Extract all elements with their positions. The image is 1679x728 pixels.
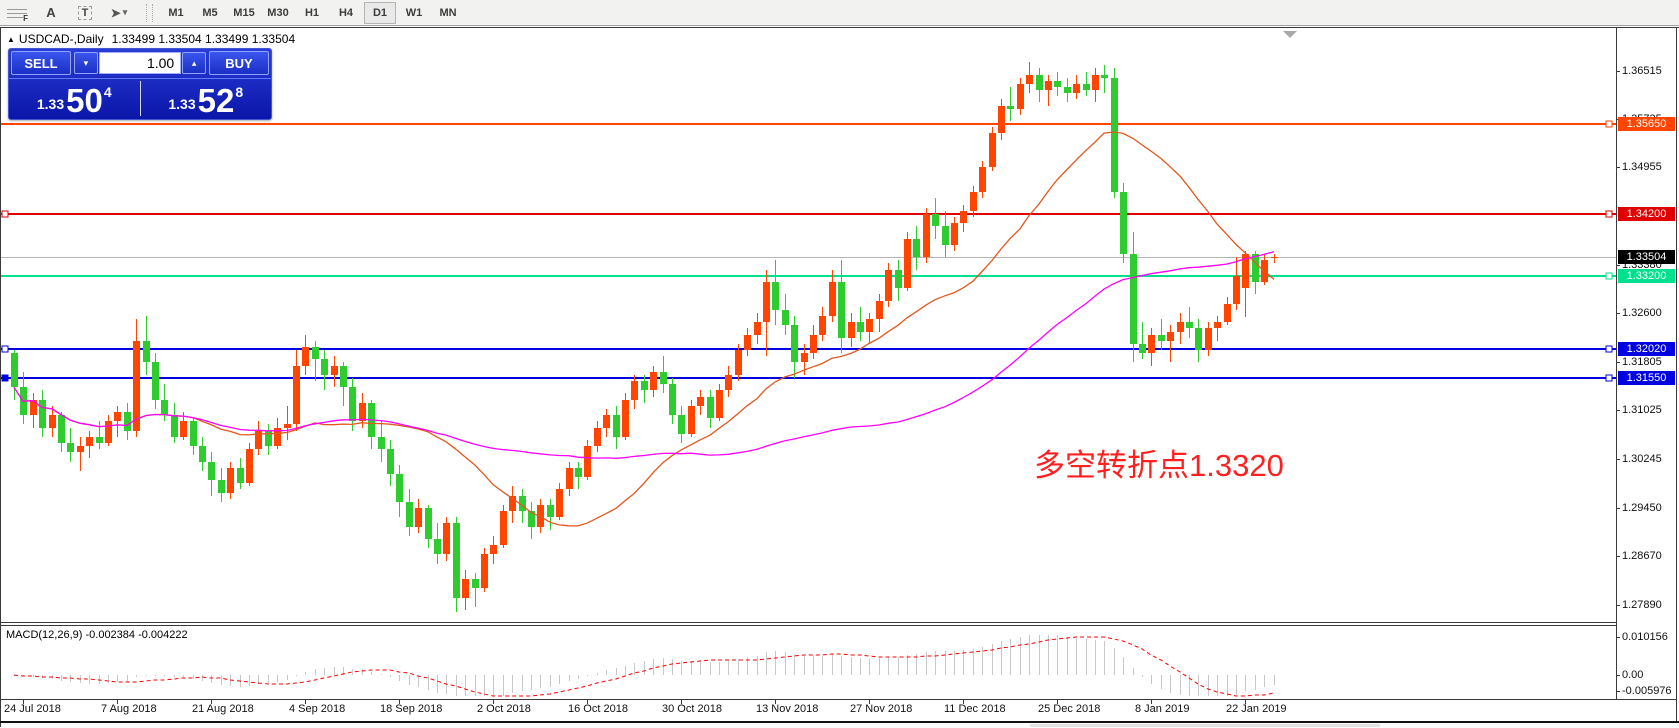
line-handle[interactable] (1605, 374, 1613, 382)
ohlc-readout: 1.33499 1.33504 1.33499 1.33504 (111, 32, 296, 46)
level-price-label[interactable]: 1.35650 (1618, 117, 1675, 131)
timeframe-button-H1[interactable]: H1 (304, 6, 320, 19)
chart-frame-top (0, 27, 1679, 28)
price-level-line[interactable] (1, 213, 1616, 215)
fibonacci-tool-button[interactable]: F (1, 2, 33, 24)
spinner-up-icon: ▴ (191, 57, 197, 68)
line-handle[interactable] (1605, 345, 1613, 353)
price-level-line[interactable] (1, 377, 1616, 379)
timeframe-button-MN[interactable]: MN (439, 6, 457, 19)
level-price-label[interactable]: 1.31550 (1618, 371, 1675, 385)
divider (0, 25, 1679, 26)
chart-text-annotation[interactable]: 多空转折点1.3320 (1034, 448, 1284, 483)
timeframe-button-D1[interactable]: D1 (364, 1, 396, 24)
price-tick-label: 1.31805 (1622, 356, 1662, 368)
current-price-label: 1.33504 (1618, 250, 1675, 264)
macd-signal-value: -0.004222 (138, 629, 188, 641)
macd-tick-label: 0.010156 (1622, 631, 1668, 643)
ask-price: 1.33 52 8 (168, 82, 244, 119)
volume-increase-button[interactable]: ▴ (182, 52, 206, 74)
macd-indicator-label: MACD(12,26,9) -0.002384 -0.004222 (6, 629, 188, 641)
timeframe-button-M1[interactable]: M1 (168, 6, 184, 19)
timeframe-group: M1 M5 M15 M30 H1 H4 D1 W1 MN (159, 1, 465, 24)
price-tick-label: 1.34955 (1622, 161, 1662, 173)
price-tick-label: 1.31025 (1622, 404, 1662, 416)
price-level-line[interactable] (1, 348, 1616, 350)
ma-slow-line (13, 251, 1275, 459)
macd-tick-label: -0.005976 (1622, 685, 1672, 697)
date-tick-label: 18 Sep 2018 (380, 703, 443, 715)
one-click-trade-panel: SELL ▾ 1.00 ▴ BUY 1.33 50 4 1.33 52 8 (8, 48, 272, 120)
candles-layer (11, 62, 1278, 612)
symbol-period-label: USDCAD-,Daily (18, 32, 104, 46)
line-handle[interactable] (1605, 210, 1613, 218)
date-tick-label: 24 Jul 2018 (4, 703, 61, 715)
horizontal-scrollbar[interactable] (1030, 724, 1380, 727)
bid-ask-divider (139, 81, 141, 116)
date-tick-label: 2 Oct 2018 (477, 703, 531, 715)
chart-title: ▲ USDCAD-,Daily 1.33499 1.33504 1.33499 1.… (7, 32, 295, 46)
label-tool-button[interactable]: T (69, 2, 101, 24)
macd-main-value: -0.002384 (85, 629, 136, 641)
line-handle[interactable] (1, 374, 9, 382)
collapse-triangle-icon[interactable]: ▲ (7, 35, 15, 44)
date-tick-label: 13 Nov 2018 (756, 703, 819, 715)
buy-button[interactable]: BUY (209, 51, 269, 75)
level-price-label[interactable]: 1.33200 (1618, 269, 1675, 283)
price-level-line[interactable] (1, 123, 1616, 125)
date-tick-label: 22 Jan 2019 (1226, 703, 1287, 715)
timeframe-button-M5[interactable]: M5 (202, 6, 218, 19)
price-tick-label: 1.28670 (1622, 550, 1662, 562)
price-tick-label: 1.29450 (1622, 502, 1662, 514)
text-a-icon: A (46, 5, 56, 20)
arrow-tool-icon: ➤ (110, 5, 121, 20)
volume-input[interactable]: 1.00 (98, 52, 182, 74)
line-handle[interactable] (1605, 272, 1613, 280)
timeframe-button-H4[interactable]: H4 (338, 6, 354, 19)
sell-button[interactable]: SELL (11, 51, 71, 75)
text-label-icon: T (77, 5, 93, 20)
macd-signal-line (13, 636, 1275, 697)
level-price-label[interactable]: 1.32020 (1618, 342, 1675, 356)
timeframe-button-W1[interactable]: W1 (405, 6, 423, 19)
macd-tick-label: 0.00 (1622, 669, 1644, 681)
date-tick-label: 8 Jan 2019 (1135, 703, 1190, 715)
date-tick-label: 7 Aug 2018 (101, 703, 157, 715)
bottom-strip (0, 723, 1679, 728)
text-tool-button[interactable]: A (35, 2, 67, 24)
shift-marker-icon (1283, 31, 1297, 38)
date-tick-label: 4 Sep 2018 (289, 703, 346, 715)
current-price-line (1, 257, 1616, 258)
volume-decrease-button[interactable]: ▾ (74, 52, 98, 74)
line-handle[interactable] (1, 345, 9, 353)
bid-price: 1.33 50 4 (36, 82, 112, 119)
arrows-tool-button[interactable]: ➤ ▾ (103, 2, 135, 24)
line-handle[interactable] (1605, 120, 1613, 128)
price-tick-label: 1.36515 (1622, 65, 1662, 77)
price-level-line[interactable] (1, 275, 1616, 277)
price-tick-label: 1.32600 (1622, 307, 1662, 319)
toolbar-grip (146, 3, 153, 22)
spinner-down-icon: ▾ (83, 57, 89, 68)
ma-fast-line (13, 131, 1275, 527)
price-tick-label: 1.30245 (1622, 453, 1662, 465)
date-tick-label: 27 Nov 2018 (850, 703, 913, 715)
timeframe-button-M30[interactable]: M30 (267, 6, 289, 19)
line-handle[interactable] (1, 210, 9, 218)
date-tick-label: 21 Aug 2018 (192, 703, 254, 715)
price-tick-label: 1.27890 (1622, 599, 1662, 611)
timeframe-button-M15[interactable]: M15 (233, 6, 255, 19)
date-tick-label: 11 Dec 2018 (944, 703, 1006, 715)
fibonacci-icon: F (7, 5, 28, 23)
date-tick-label: 16 Oct 2018 (568, 703, 628, 715)
date-tick-label: 25 Dec 2018 (1038, 703, 1101, 715)
panel-divider (9, 78, 271, 79)
date-tick-label: 30 Oct 2018 (662, 703, 722, 715)
level-price-label[interactable]: 1.34200 (1618, 207, 1675, 221)
chevron-down-icon: ▾ (122, 7, 128, 17)
